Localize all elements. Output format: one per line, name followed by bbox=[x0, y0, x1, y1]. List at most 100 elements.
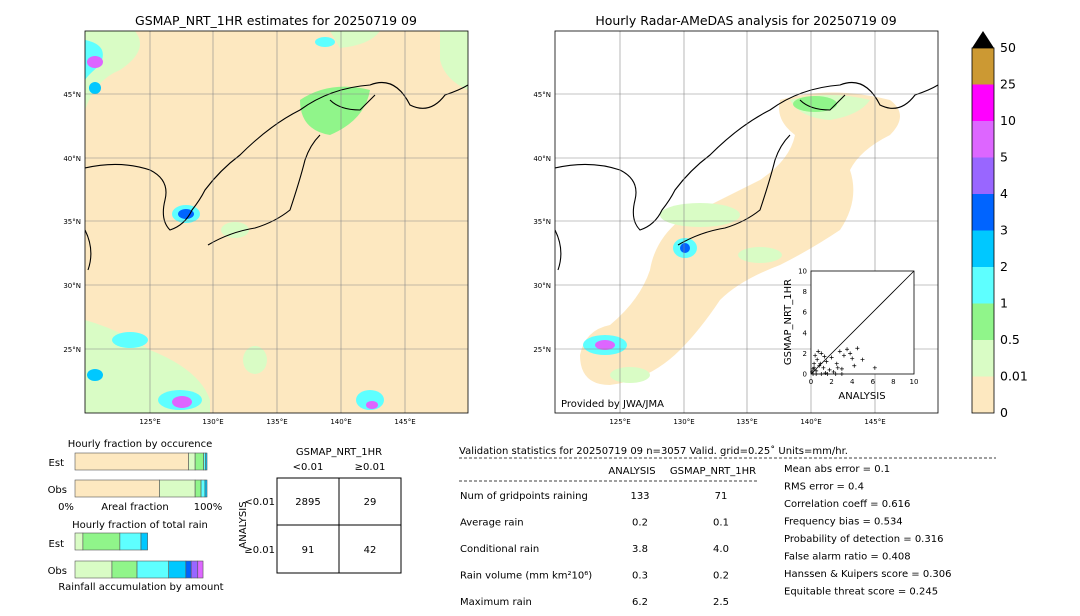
svg-text:40°N: 40°N bbox=[63, 155, 81, 163]
colorbar-label: 2 bbox=[1000, 259, 1008, 274]
svg-text:Obs: Obs bbox=[48, 485, 67, 496]
scatter-point bbox=[839, 366, 844, 371]
scatter-point bbox=[810, 369, 815, 374]
svg-text:≥0.01: ≥0.01 bbox=[355, 462, 386, 473]
lon-ticks: 125°E 130°E 135°E 140°E 145°E bbox=[139, 418, 415, 426]
scatter-point bbox=[850, 356, 855, 361]
scatter-ytick: 2 bbox=[803, 350, 807, 358]
svg-text:45°N: 45°N bbox=[533, 91, 551, 99]
colorbar-label: 0.01 bbox=[1000, 369, 1028, 384]
stats-gsmap-value: 0.1 bbox=[713, 518, 729, 529]
scatter-point bbox=[839, 372, 844, 376]
coastlines bbox=[555, 81, 938, 271]
bar-segment bbox=[188, 452, 196, 471]
bar-segment bbox=[74, 479, 160, 498]
svg-text:140°E: 140°E bbox=[800, 418, 821, 426]
bar-segment bbox=[190, 560, 199, 579]
score-line: Equitable threat score = 0.245 bbox=[784, 587, 938, 598]
bar-segment bbox=[136, 560, 170, 579]
colorbar-label: 0 bbox=[1000, 405, 1008, 420]
scatter-point bbox=[835, 365, 840, 370]
colorbar-label: 50 bbox=[1000, 40, 1016, 55]
svg-text:Est: Est bbox=[49, 539, 65, 550]
scatter-xtick: 6 bbox=[871, 378, 876, 386]
scatter-xtick: 4 bbox=[850, 378, 855, 386]
scatter-point bbox=[848, 351, 853, 356]
bar-segment bbox=[119, 532, 142, 551]
scatter-point bbox=[824, 359, 829, 364]
lat-ticks: 45°N 40°N 35°N 30°N 25°N bbox=[533, 91, 551, 354]
colorbar-segment bbox=[972, 194, 994, 231]
stats-gsmap-value: 71 bbox=[715, 491, 728, 502]
scatter-point bbox=[819, 351, 824, 356]
bar-segment bbox=[204, 479, 208, 498]
scatter-xtick: 0 bbox=[809, 378, 813, 386]
svg-text:145°E: 145°E bbox=[394, 418, 415, 426]
cell-hit: 42 bbox=[364, 545, 377, 556]
bar-segment bbox=[194, 452, 204, 471]
svg-text:130°E: 130°E bbox=[202, 418, 223, 426]
stats-gsmap-value: 0.2 bbox=[713, 571, 729, 582]
scatter-point bbox=[816, 349, 821, 354]
svg-text:135°E: 135°E bbox=[266, 418, 287, 426]
rain-field bbox=[85, 31, 468, 413]
svg-text:GSMAP_NRT_1HR: GSMAP_NRT_1HR bbox=[670, 466, 756, 477]
left-map-title: GSMAP_NRT_1HR estimates for 20250719 09 bbox=[135, 13, 417, 28]
scatter-point bbox=[841, 353, 846, 358]
cell-miss: 91 bbox=[302, 545, 315, 556]
scatter-point bbox=[872, 365, 877, 370]
svg-text:125°E: 125°E bbox=[609, 418, 630, 426]
stats-gsmap-value: 4.0 bbox=[713, 544, 729, 555]
colorbar-segment bbox=[972, 303, 994, 340]
svg-text:≥0.01: ≥0.01 bbox=[244, 545, 275, 556]
scatter-point bbox=[852, 363, 857, 368]
scatter-ytick: 8 bbox=[803, 288, 807, 296]
scatter-point bbox=[829, 355, 834, 360]
svg-text:Rainfall accumulation by amoun: Rainfall accumulation by amount bbox=[58, 582, 223, 593]
svg-text:30°N: 30°N bbox=[63, 282, 81, 290]
lat-ticks: 45°N 40°N 35°N 30°N 25°N bbox=[63, 91, 81, 354]
svg-text:135°E: 135°E bbox=[736, 418, 757, 426]
stats-header: Validation statistics for 20250719 09 n=… bbox=[459, 445, 848, 457]
stats-analysis-value: 133 bbox=[630, 491, 649, 502]
stats-row-label: Rain volume (mm km²10⁶) bbox=[460, 571, 592, 582]
scatter-point bbox=[812, 361, 817, 366]
scatter-point bbox=[845, 347, 850, 352]
diagonal-line bbox=[810, 270, 915, 375]
colorbar-label: 3 bbox=[1000, 223, 1008, 238]
svg-text:45°N: 45°N bbox=[63, 91, 81, 99]
scatter-point bbox=[815, 357, 820, 362]
total-rain-title: Hourly fraction of total rain bbox=[72, 520, 208, 531]
scatter-point bbox=[834, 361, 839, 366]
svg-text:25°N: 25°N bbox=[63, 346, 81, 354]
svg-text:0%: 0% bbox=[58, 502, 74, 513]
scatter-point bbox=[831, 369, 836, 374]
stats-analysis-value: 3.8 bbox=[632, 544, 648, 555]
fraction-of-total-rain: Hourly fraction of total rain Est Obs Ra… bbox=[48, 520, 224, 593]
score-line: Mean abs error = 0.1 bbox=[784, 464, 890, 475]
svg-text:<0.01: <0.01 bbox=[293, 462, 324, 473]
colorbar-label: 10 bbox=[1000, 113, 1016, 128]
stats-gsmap-value: 2.5 bbox=[713, 597, 729, 608]
bar-segment bbox=[159, 479, 196, 498]
colorbar-segment bbox=[972, 340, 994, 377]
colorbar-segment bbox=[972, 376, 994, 413]
scatter-ytick: 0 bbox=[803, 371, 807, 379]
scatter-point bbox=[812, 365, 817, 370]
svg-text:25°N: 25°N bbox=[533, 346, 551, 354]
colorbar-label: 1 bbox=[1000, 296, 1008, 311]
svg-text:100%: 100% bbox=[194, 502, 223, 513]
colorbar-label: 4 bbox=[1000, 186, 1008, 201]
scatter-point bbox=[818, 361, 823, 366]
scatter-point bbox=[833, 372, 838, 376]
scatter-point bbox=[822, 354, 827, 359]
svg-text:ANALYSIS: ANALYSIS bbox=[238, 501, 249, 548]
scatter-ticks: 00 2 2 4 4 6 6 8 8 10 10 bbox=[798, 268, 918, 387]
scatter-point bbox=[813, 353, 818, 358]
bar-segment bbox=[200, 479, 206, 498]
gridlines bbox=[85, 31, 468, 413]
lon-ticks: 125°E 130°E 135°E 140°E 145°E bbox=[609, 418, 885, 426]
svg-text:Areal fraction: Areal fraction bbox=[101, 502, 168, 513]
bar-segment bbox=[82, 532, 121, 551]
right-map-title: Hourly Radar-AMeDAS analysis for 2025071… bbox=[595, 13, 896, 28]
